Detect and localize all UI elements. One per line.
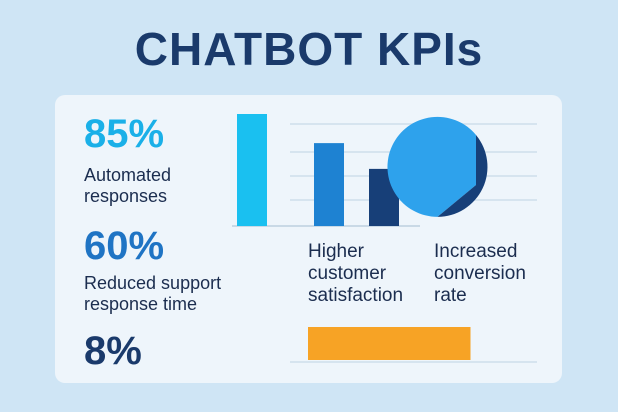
caption-satisfaction-line1: Higher [308,241,364,262]
caption-conversion-line3: rate [434,285,467,306]
stat-label-automated-line1: Automated [84,165,172,185]
hbar-0 [308,327,471,360]
stat-label-automated-line2: responses [84,186,168,206]
bar-1 [314,143,344,226]
pie-slice-0 [387,116,476,217]
stat-label-support-line2: response time [84,294,198,314]
stat-label-support-line1: Reduced support [84,273,222,293]
caption-satisfaction-line3: satisfaction [308,285,404,306]
pie-slice-1 [437,135,488,217]
stat-value-automated: 85% [84,112,165,156]
caption-conversion-line1: Increased [434,241,518,262]
bar-0 [237,114,267,226]
caption-satisfaction-line2: customer [308,263,387,284]
stat-value-third: 8% [84,329,142,373]
stat-value-support-time: 60% [84,224,165,268]
caption-conversion-line2: conversion [434,263,526,284]
page-title: CHATBOT KPIs [134,23,484,75]
